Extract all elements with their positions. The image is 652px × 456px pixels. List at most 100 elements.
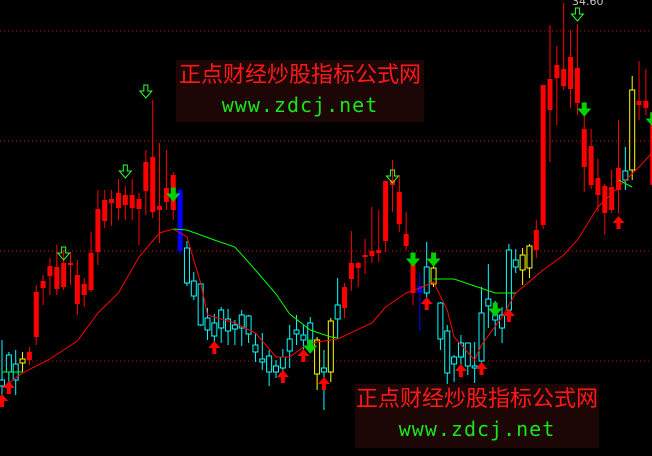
candle-body	[68, 263, 73, 265]
candle-body	[376, 250, 382, 253]
candle-body	[5, 354, 12, 373]
candle-body	[616, 168, 621, 190]
candle-body	[643, 101, 649, 108]
candle-body	[478, 312, 485, 362]
candle-body	[547, 79, 553, 110]
candle-body	[81, 284, 87, 295]
candle-body	[457, 342, 464, 358]
sell-down-arrow-icon	[426, 252, 441, 267]
candle-body	[163, 188, 169, 202]
candle-body	[115, 193, 121, 208]
candle-body	[252, 344, 259, 353]
candle-body	[177, 190, 183, 251]
candle-body	[383, 181, 389, 241]
candle-body	[334, 304, 341, 320]
candle-body	[259, 358, 266, 363]
candle-body	[355, 263, 361, 268]
sell-down-arrow-icon	[166, 187, 181, 202]
max-price-label: 34.60	[572, 0, 604, 8]
candle-body	[238, 314, 245, 329]
candle-body	[396, 192, 402, 224]
candle-body	[109, 199, 115, 203]
hollow-down-arrow-icon	[138, 84, 153, 99]
candle-body	[190, 280, 197, 297]
candle-body	[0, 379, 5, 387]
candle-body	[561, 69, 567, 86]
candle-body	[231, 324, 238, 330]
ma-red-line	[1, 152, 652, 389]
candle-body	[61, 263, 67, 287]
candle-body	[40, 281, 46, 288]
ma-green-line	[618, 179, 633, 188]
hollow-down-arrow-icon	[56, 246, 71, 261]
candle-body	[471, 365, 478, 369]
buy-up-arrow-icon	[475, 362, 488, 375]
watermark-title: 正点财经炒股指标公式网	[355, 387, 598, 412]
candle-body	[499, 314, 506, 329]
candle-body	[650, 112, 652, 185]
candle-body	[245, 315, 252, 335]
sell-down-arrow-icon	[303, 339, 318, 354]
candle-body	[273, 365, 279, 373]
candle-body	[362, 255, 368, 257]
candle-body	[136, 199, 142, 209]
candle-body	[581, 129, 587, 167]
buy-up-arrow-icon	[276, 370, 289, 383]
candle-body	[554, 65, 560, 78]
candle-body	[143, 162, 149, 191]
candle-body	[451, 356, 458, 365]
candle-body	[636, 101, 642, 105]
candle-body	[300, 334, 307, 341]
candle-body	[157, 206, 163, 210]
sell-down-arrow-icon	[488, 302, 503, 317]
ma-green-line	[173, 228, 338, 339]
buy-up-arrow-icon	[612, 216, 625, 229]
candle-body	[88, 253, 94, 290]
candle-body	[122, 195, 128, 205]
candle-body	[150, 157, 156, 212]
candle-body	[485, 298, 492, 307]
watermark-url: www.zdcj.net	[221, 93, 379, 117]
buy-up-arrow-icon	[208, 341, 221, 354]
candle-body	[444, 330, 451, 374]
candle-body	[183, 247, 190, 284]
candle-body	[540, 85, 546, 225]
candle-body	[266, 355, 273, 373]
watermark-title: 正点财经炒股指标公式网	[178, 63, 421, 88]
candle-body	[437, 302, 444, 340]
sell-down-arrow-icon	[405, 252, 421, 267]
candle-body	[95, 209, 101, 252]
candle-body	[526, 245, 533, 269]
candle-body	[293, 329, 300, 335]
candle-body	[47, 266, 53, 276]
candle-body	[574, 68, 580, 103]
candle-body	[348, 263, 354, 279]
candle-body	[279, 356, 286, 369]
candle-body	[430, 267, 437, 285]
buy-up-arrow-icon	[2, 381, 15, 394]
candle-body	[54, 267, 60, 289]
candle-body	[588, 146, 594, 185]
candle-body	[204, 317, 211, 331]
candle-body	[602, 186, 608, 213]
candle-body	[342, 287, 347, 308]
candle-body	[533, 230, 539, 250]
candle-body	[33, 292, 39, 337]
candle-body	[369, 251, 375, 256]
buy-up-arrow-icon	[454, 364, 467, 377]
candle-body	[403, 234, 409, 246]
buy-up-arrow-icon	[420, 297, 433, 310]
sell-down-arrow-icon	[645, 112, 652, 126]
candle-body	[423, 266, 430, 294]
candle-body	[19, 358, 26, 364]
candle-body	[568, 57, 574, 89]
hollow-down-arrow-icon	[570, 7, 585, 22]
ma-green-line	[433, 278, 516, 294]
candle-body	[314, 339, 321, 375]
candle-body	[629, 89, 636, 171]
buy-up-arrow-icon	[297, 349, 310, 362]
buy-up-arrow-icon	[502, 309, 515, 322]
candle-body	[327, 320, 334, 373]
